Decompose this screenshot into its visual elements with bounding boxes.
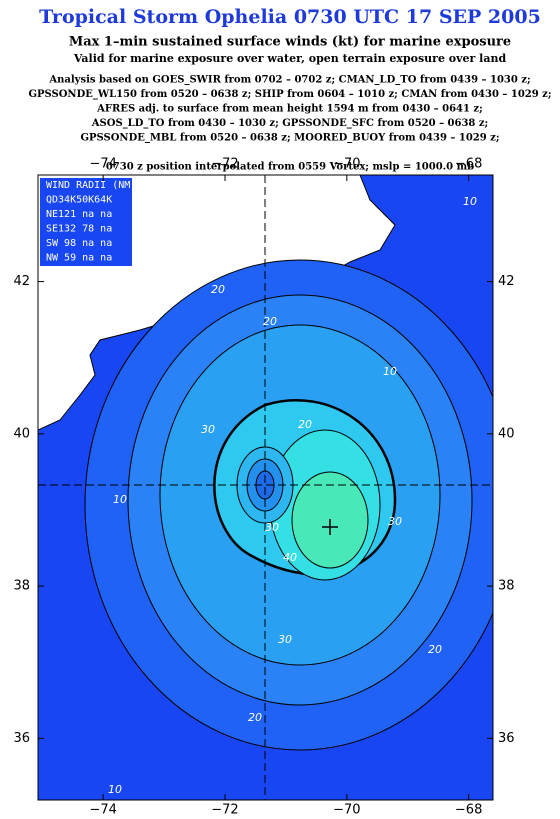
wind-radii-line: WIND RADII (NM) [46,180,136,191]
analysis: Analysis based on GOES_SWIR from 0702 – … [28,75,551,144]
analysis-line: GPSSONDE_MBL from 0520 – 0638 z; MOORED_… [80,133,499,144]
title: Tropical Storm Ophelia 0730 UTC 17 SEP 2… [39,6,541,28]
wind-radii-line: SE132 78 na [46,224,112,235]
x-tick-label: −74 [89,803,116,816]
contour-label: 30 [278,633,292,646]
x-tick-label: −68 [455,803,482,816]
max-wind-marker [322,519,338,535]
radii-box [40,178,132,266]
wind-radii-line: QD34K50K64K [46,195,112,206]
y-tick-label: 38 [13,579,30,594]
contour-label: 10 [383,365,397,378]
contour-label: 30 [265,521,279,534]
contour-label: 20 [211,283,225,296]
x-tick-label: −70 [333,803,360,816]
contour-label: 30 [201,423,215,436]
y-tick-label: 40 [498,426,515,441]
analysis-line: ASOS_LD_TO from 0430 – 1030 z; GPSSONDE_… [91,118,488,129]
x-tick-label: −72 [211,803,238,816]
x-tick-label: −74 [89,157,116,172]
y-tick-label: 38 [498,579,515,594]
y-tick-label: 42 [13,274,30,289]
contour-label: 20 [263,315,277,328]
analysis-line: GPSSONDE_WL150 from 0520 – 0638 z; SHIP … [28,89,551,100]
wind-radii-line: NW 59 na na [46,253,112,264]
contour-label: 30 [388,515,402,528]
frame [37,174,494,801]
position-note: 0730 z position interpolated from 0559 V… [106,162,474,173]
x-tick-label: −72 [211,157,238,172]
analysis-line: AFRES adj. to surface from mean height 1… [96,104,483,115]
contour-label: 10 [108,783,122,796]
contour-label: 10 [463,195,477,208]
y-tick-label: 40 [13,426,30,441]
map: WIND RADII (NM) QD34K50K64K NE121 na na SE1… [38,174,493,800]
wind-radii-line: SW 98 na na [46,238,112,249]
note: Valid for marine exposure over water, op… [73,52,507,65]
x-tick-label: −70 [333,157,360,172]
contour-label: 20 [298,418,312,431]
y-tick-label: 42 [498,274,515,289]
x-tick-label: −68 [455,157,482,172]
contour-label: 10 [113,493,127,506]
contour-label: 20 [428,643,442,656]
analysis-line: Analysis based on GOES_SWIR from 0702 – … [48,75,530,86]
y-tick-label: 36 [498,731,515,746]
wind-radii-line: NE121 na na [46,209,112,220]
y-tick-label: 36 [13,731,30,746]
contour-label: 20 [248,711,262,724]
contour-label: 40 [283,551,297,564]
subtitle: Max 1–min sustained surface winds (kt) f… [69,35,511,50]
